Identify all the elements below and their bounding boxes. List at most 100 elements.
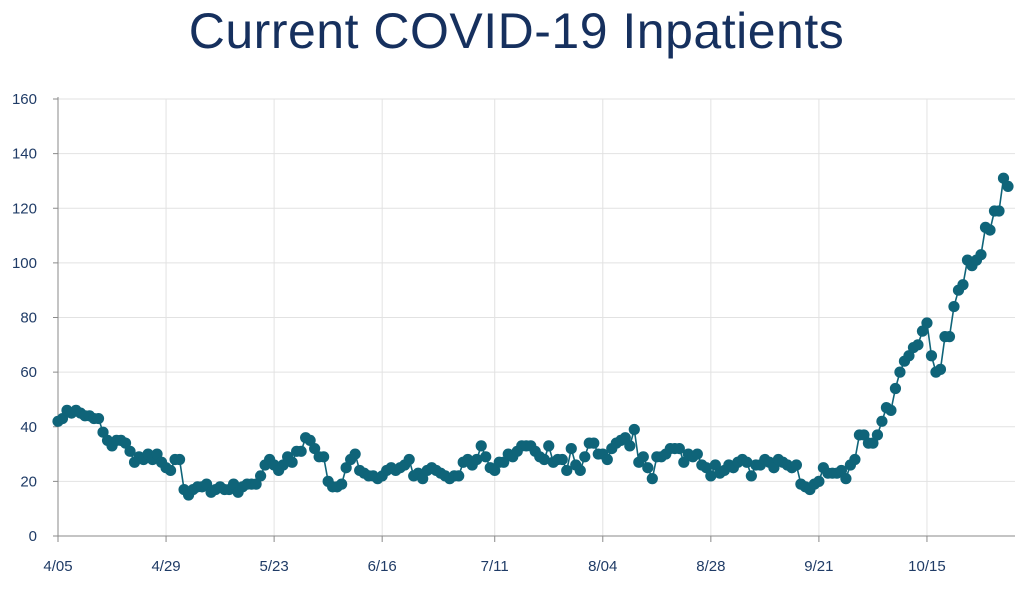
y-tick-label: 140 [12,146,37,163]
data-point [318,451,330,463]
data-point [574,464,586,477]
data-point [480,451,492,463]
data-point [876,415,888,427]
data-point [286,456,298,468]
y-tick-label: 0 [29,528,37,545]
data-point [588,437,600,449]
data-point [277,459,289,471]
data-point [858,429,870,441]
data-point [628,423,640,436]
data-point [624,440,636,452]
data-point [304,434,316,447]
y-tick-label: 40 [20,419,37,436]
data-point [471,453,483,466]
data-point [92,412,105,425]
x-tick-label: 8/04 [588,558,617,575]
data-point [565,443,577,455]
y-tick-label: 20 [20,473,37,490]
data-point [619,432,631,444]
x-tick-label: 4/05 [43,558,72,575]
data-point [709,459,721,471]
data-point [646,473,658,485]
data-point [943,331,956,343]
data-point [889,382,902,395]
data-point [903,350,915,362]
x-tick-label: 5/23 [260,558,289,575]
data-point [642,462,654,474]
x-tick-label: 8/28 [696,558,725,575]
data-point [948,300,960,313]
data-point [934,363,947,375]
data-point [556,453,568,466]
y-tick-label: 160 [12,91,37,108]
data-point [835,464,848,477]
data-point [561,464,573,477]
chart-title: Current COVID-19 Inpatients [188,3,845,59]
data-point [56,412,69,425]
data-point [894,366,906,378]
data-point [849,453,861,466]
data-point [997,172,1010,184]
data-point [912,339,924,351]
data-point [97,426,109,438]
data-point [921,317,933,329]
data-point [543,440,555,452]
data-point [790,459,802,471]
data-point [250,478,262,490]
data-point [200,478,213,490]
data-point [637,451,649,463]
data-point [840,473,852,485]
data-point [164,464,177,477]
series-points [52,172,1014,501]
data-point [691,448,703,460]
data-point [119,437,132,449]
data-point [768,462,780,474]
data-point [124,445,136,457]
x-tick-label: 6/16 [368,558,397,575]
data-point [255,470,267,482]
data-point [579,451,591,463]
data-point [489,464,501,477]
data-point [957,279,969,291]
data-point [403,453,415,466]
data-point [867,437,879,449]
data-point [151,448,163,460]
data-point [538,453,550,466]
data-point [1002,180,1014,192]
data-point [227,478,240,490]
data-point [453,470,465,482]
data-point [916,325,929,337]
x-tick-label: 9/21 [804,558,833,575]
data-point [336,478,348,490]
data-point [984,224,996,236]
x-tick-label: 7/11 [481,558,509,575]
y-tick-label: 60 [20,364,37,381]
data-point [925,350,938,362]
data-point [813,475,825,487]
data-point [885,404,897,416]
data-point [993,205,1005,217]
x-tick-labels: 4/05 4/29 5/23 6/16 7/11 8/04 8/28 9/21 10/15 [43,558,945,575]
data-point [498,456,510,468]
data-point [700,462,712,474]
data-point [871,429,884,441]
data-point [705,470,717,482]
data-point [745,470,757,482]
y-tick-label: 80 [20,310,37,327]
data-point [673,443,685,455]
x-tick-label: 10/15 [908,558,946,575]
data-point [475,440,487,452]
y-tick-label: 120 [12,200,37,217]
y-tick-labels: 0 20 40 60 80 100 120 140 160 [12,91,37,545]
data-point [417,473,429,485]
data-point [349,448,361,460]
data-point [173,453,186,466]
axes [53,97,1015,542]
gridlines [57,98,1015,536]
data-point [309,443,321,455]
data-point [601,453,613,466]
data-point [975,249,987,261]
y-tick-label: 100 [12,255,37,272]
data-point [340,462,352,474]
